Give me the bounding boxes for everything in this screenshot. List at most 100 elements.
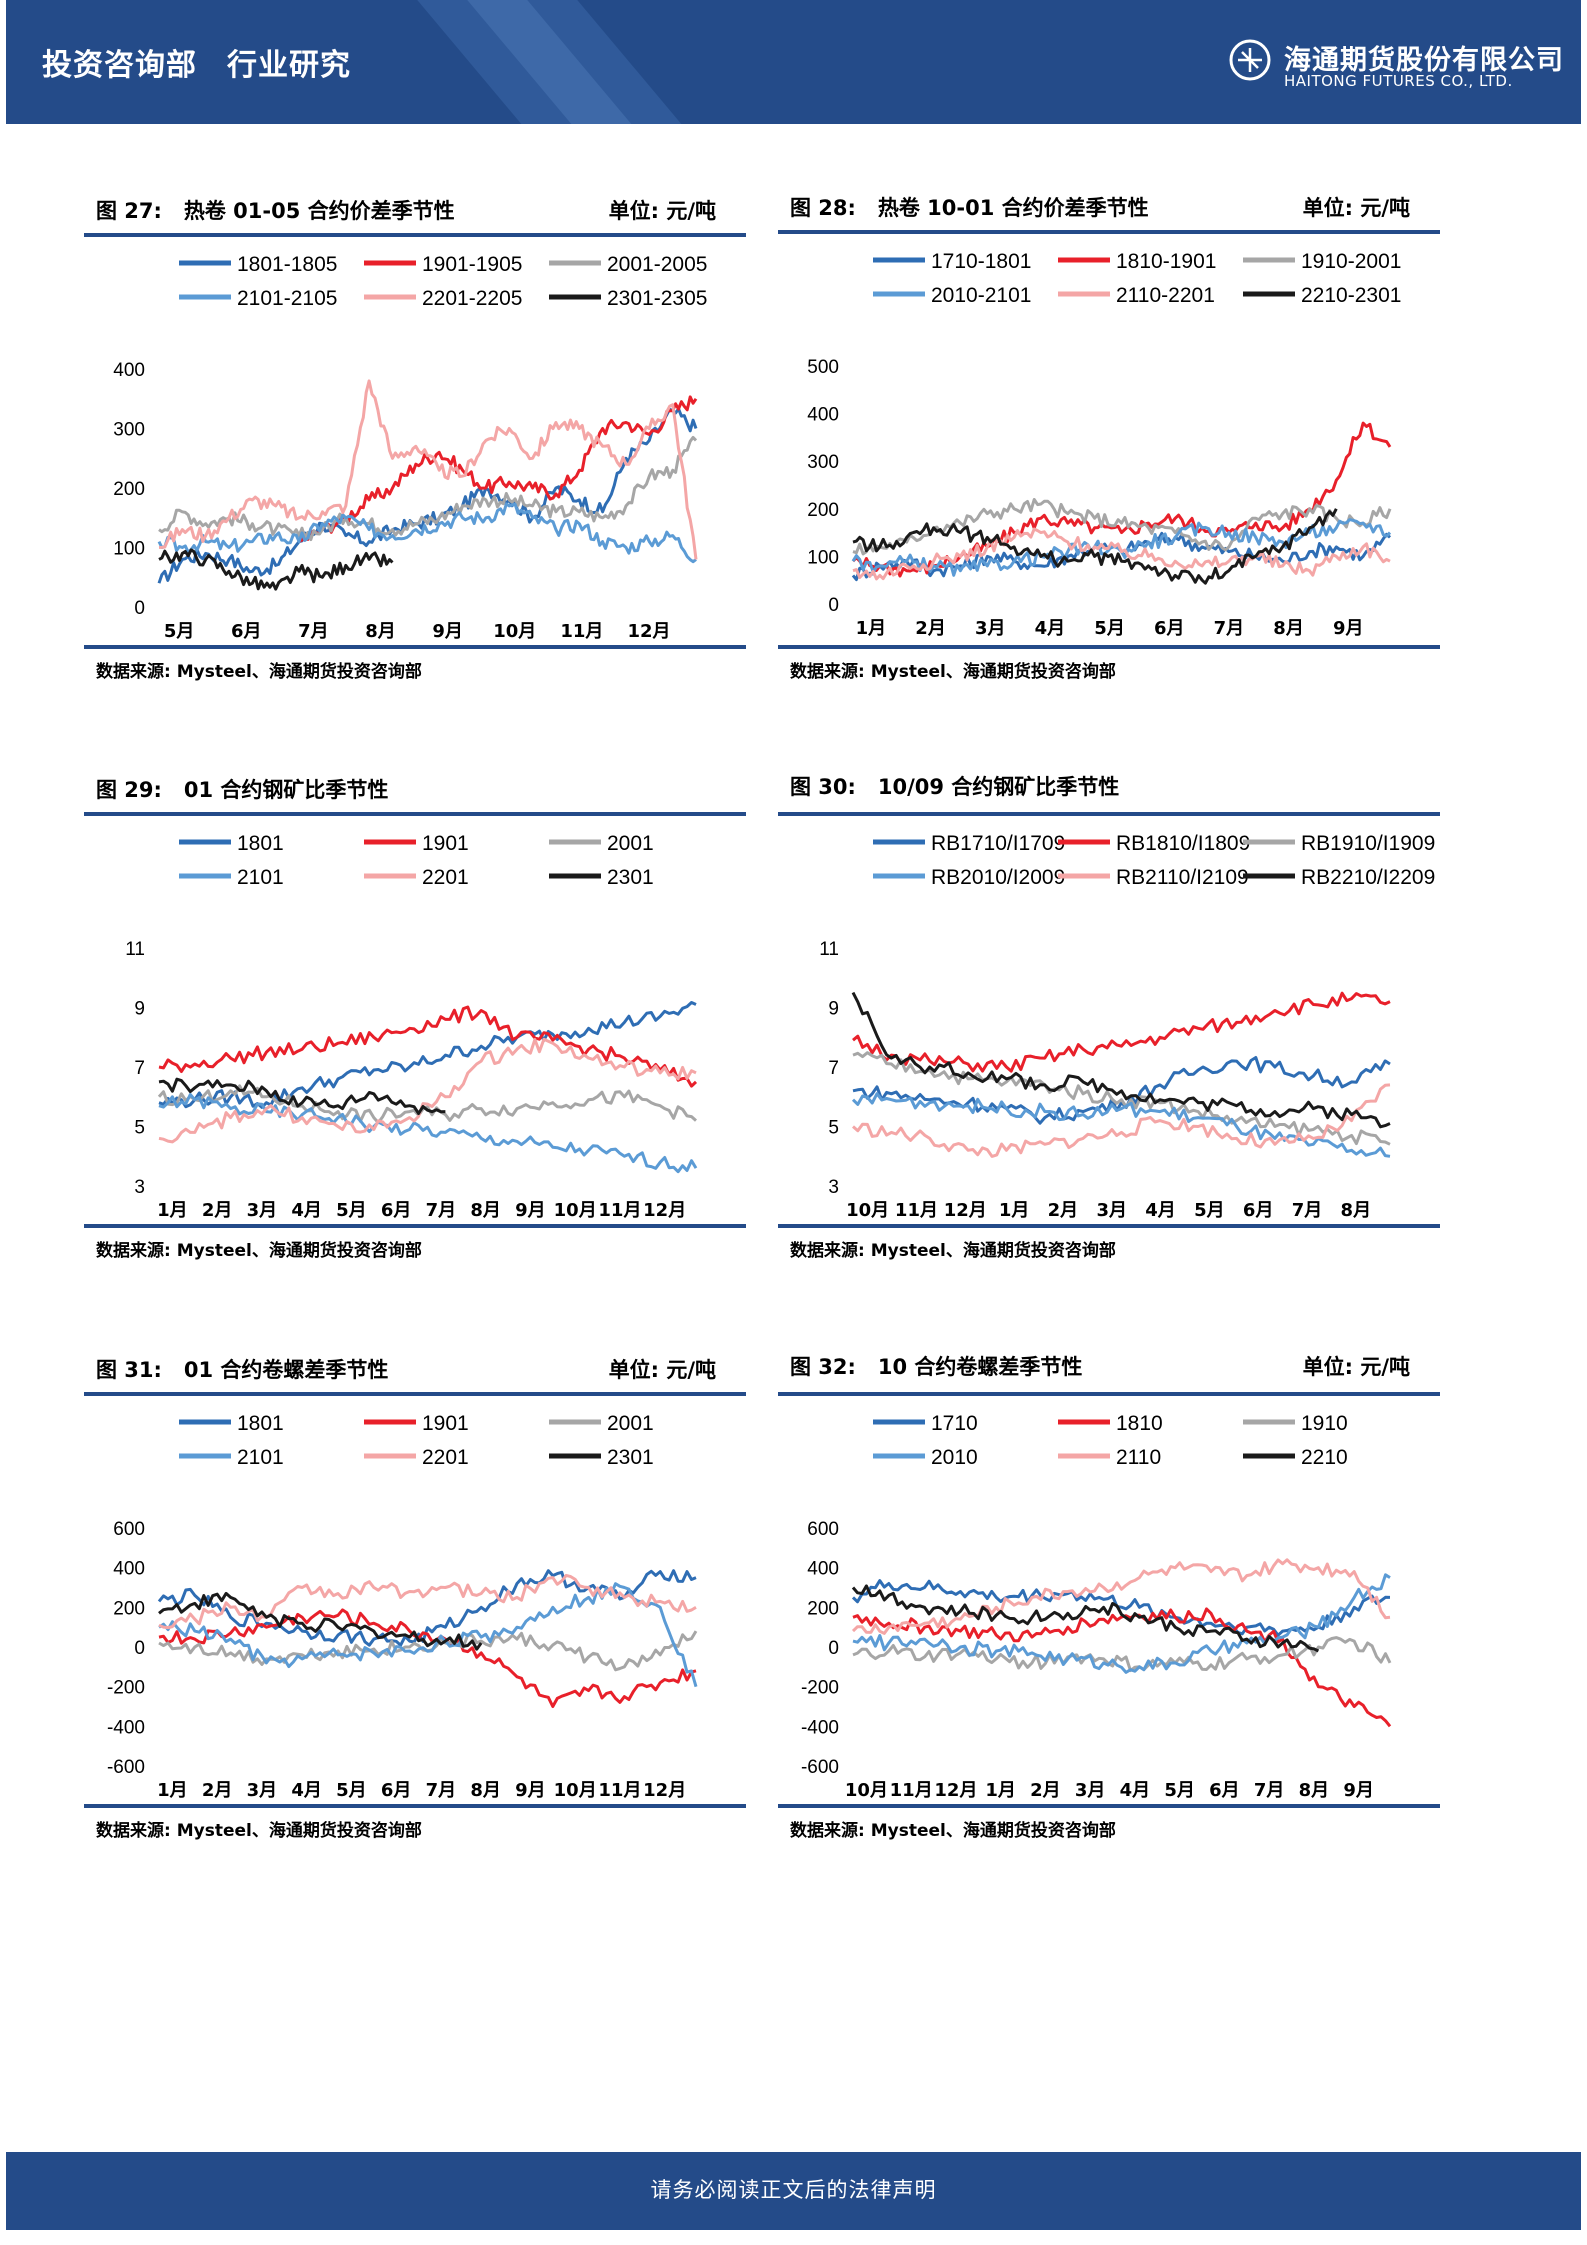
figure-unit: 单位: 元/吨: [608, 199, 716, 223]
y-tick-label: 400: [807, 1559, 839, 1580]
figure-bottom-rule: [84, 645, 746, 649]
x-tick-label: 10月: [493, 621, 536, 639]
figure-title: 图 31: 01 合约卷螺差季节性: [96, 1358, 389, 1382]
legend-label: 1901: [422, 1412, 469, 1435]
figure-28: 图 28: 热卷 10-01 合约价差季节性 单位: 元/吨 0 100 200 30…: [778, 192, 1440, 682]
series-line-2110-2201: [852, 527, 1391, 581]
legend-label: 1810-1901: [1116, 250, 1216, 273]
legend-label: 2301: [607, 1446, 654, 1469]
legend-label: 1710: [931, 1412, 978, 1435]
series-line-1901-1905: [298, 395, 698, 543]
legend-label: 2201-2205: [422, 287, 522, 310]
series-line-2201: [158, 1573, 697, 1630]
legal-notice: 请务必阅读正文后的法律声明: [650, 2178, 937, 2202]
x-tick-label: 10月: [554, 1780, 597, 1798]
legend-label: 2201: [422, 866, 469, 889]
figure-bottom-rule: [778, 645, 1440, 649]
series-line-2110: [851, 1558, 1391, 1635]
figure-top-rule: [778, 230, 1440, 234]
logo-en-name: HAITONG FUTURES CO., LTD.: [1284, 72, 1513, 90]
series-line-2210: [851, 1584, 1320, 1653]
figure-title: 图 27: 热卷 01-05 合约价差季节性: [96, 199, 455, 223]
series-line-2301: [158, 1591, 483, 1651]
x-tick-label: 10月: [846, 1200, 889, 1218]
x-tick-label: 2月: [202, 1200, 233, 1218]
series-line-2001-2005: [158, 435, 698, 542]
figure-source: 数据来源: Mysteel、海通期货投资咨询部: [790, 1241, 1116, 1261]
y-tick-label: 0: [828, 595, 839, 616]
y-tick-label: 100: [113, 539, 145, 560]
x-tick-label: 6月: [1209, 1780, 1240, 1798]
x-tick-label: 3月: [975, 618, 1006, 636]
legend-label: 2110: [1116, 1446, 1161, 1469]
chart-f27: 0 100 200 300 400 5月 6月 7月 8月 9月 10月 11月 12月 1801-180…: [113, 253, 707, 639]
header-dept: 投资咨询部: [42, 48, 197, 83]
x-tick-label: 12月: [643, 1200, 686, 1218]
figure-unit: 单位: 元/吨: [608, 1358, 716, 1382]
figure-title: 图 32: 10 合约卷螺差季节性: [790, 1355, 1083, 1379]
legend-label: 1910: [1301, 1412, 1348, 1435]
x-tick-label: 6月: [381, 1200, 412, 1218]
x-tick-label: 6月: [381, 1780, 412, 1798]
figure-top-rule: [84, 233, 746, 237]
x-tick-label: 7月: [1292, 1200, 1323, 1218]
legend-label: 2201: [422, 1446, 469, 1469]
x-tick-label: 11月: [598, 1200, 641, 1218]
legend-label: 2010: [931, 1446, 978, 1469]
figure-31: 图 31: 01 合约卷螺差季节性 单位: 元/吨 -600 -400 -200 0 2…: [84, 1354, 746, 1844]
x-tick-label: 8月: [470, 1780, 501, 1798]
series-line-1901: [158, 1005, 698, 1088]
series-line-1910: [852, 1636, 1392, 1673]
x-tick-label: 5月: [164, 621, 195, 639]
series-line-1801: [158, 1001, 697, 1109]
x-tick-label: 2月: [1048, 1200, 1079, 1218]
figure-top-rule: [84, 1392, 746, 1396]
y-tick-label: -200: [107, 1678, 145, 1699]
legend-label: 1801: [237, 1412, 284, 1435]
logo-cn-name: 海通期货股份有限公司: [1284, 45, 1564, 76]
x-tick-label: 6月: [1154, 618, 1185, 636]
y-tick-label: 200: [807, 1598, 839, 1619]
x-tick-label: 9月: [515, 1780, 546, 1798]
y-tick-label: 11: [819, 939, 839, 960]
header-section: 行业研究: [227, 48, 351, 83]
legend-label: RB2010/I2009: [931, 866, 1065, 889]
series-line-RB1810-I1809: [852, 991, 1391, 1073]
x-tick-label: 1月: [157, 1780, 188, 1798]
x-tick-label: 5月: [1094, 618, 1125, 636]
y-tick-label: 400: [807, 405, 839, 426]
legend-label: RB1910/I1909: [1301, 832, 1435, 855]
x-tick-label: 1月: [999, 1200, 1030, 1218]
figure-source: 数据来源: Mysteel、海通期货投资咨询部: [96, 662, 422, 682]
series-line-RB2110-I2109: [852, 1083, 1391, 1158]
x-tick-label: 12月: [934, 1780, 977, 1798]
chart-f29: 3 5 7 9 11 1月 2月 3月 4月 5月 6月 7月 8月 9月 10月 11月 12月 1801 190…: [125, 832, 698, 1218]
x-tick-label: 8月: [365, 621, 396, 639]
legend-label: 2301-2305: [607, 287, 707, 310]
x-tick-label: 6月: [1243, 1200, 1274, 1218]
x-tick-label: 8月: [470, 1200, 501, 1218]
x-tick-label: 5月: [1194, 1200, 1225, 1218]
legend-label: 2101: [237, 866, 284, 889]
y-tick-label: 0: [134, 598, 145, 619]
y-tick-label: 500: [807, 357, 839, 378]
x-tick-label: 3月: [247, 1780, 278, 1798]
legend-label: 1901-1905: [422, 253, 522, 276]
company-logo: 海通期货股份有限公司 HAITONG FUTURES CO., LTD.: [1228, 34, 1568, 94]
x-tick-label: 9月: [515, 1200, 546, 1218]
y-tick-label: 0: [828, 1638, 839, 1659]
legend-label: RB2110/I2109: [1116, 866, 1249, 889]
y-tick-label: 9: [828, 999, 839, 1020]
y-tick-label: 300: [113, 420, 145, 441]
legend-label: RB2210/I2209: [1301, 866, 1435, 889]
x-tick-label: 1月: [157, 1200, 188, 1218]
series-line-2010: [852, 1573, 1391, 1674]
x-tick-label: 7月: [426, 1780, 457, 1798]
series-line-2201-2205: [158, 379, 698, 560]
legend-label: 1810: [1116, 1412, 1163, 1435]
series-line-2201: [158, 1037, 697, 1144]
x-tick-label: 12月: [944, 1200, 987, 1218]
figure-source: 数据来源: Mysteel、海通期货投资咨询部: [96, 1821, 422, 1841]
y-tick-label: -200: [801, 1678, 839, 1699]
figure-bottom-rule: [778, 1804, 1440, 1808]
